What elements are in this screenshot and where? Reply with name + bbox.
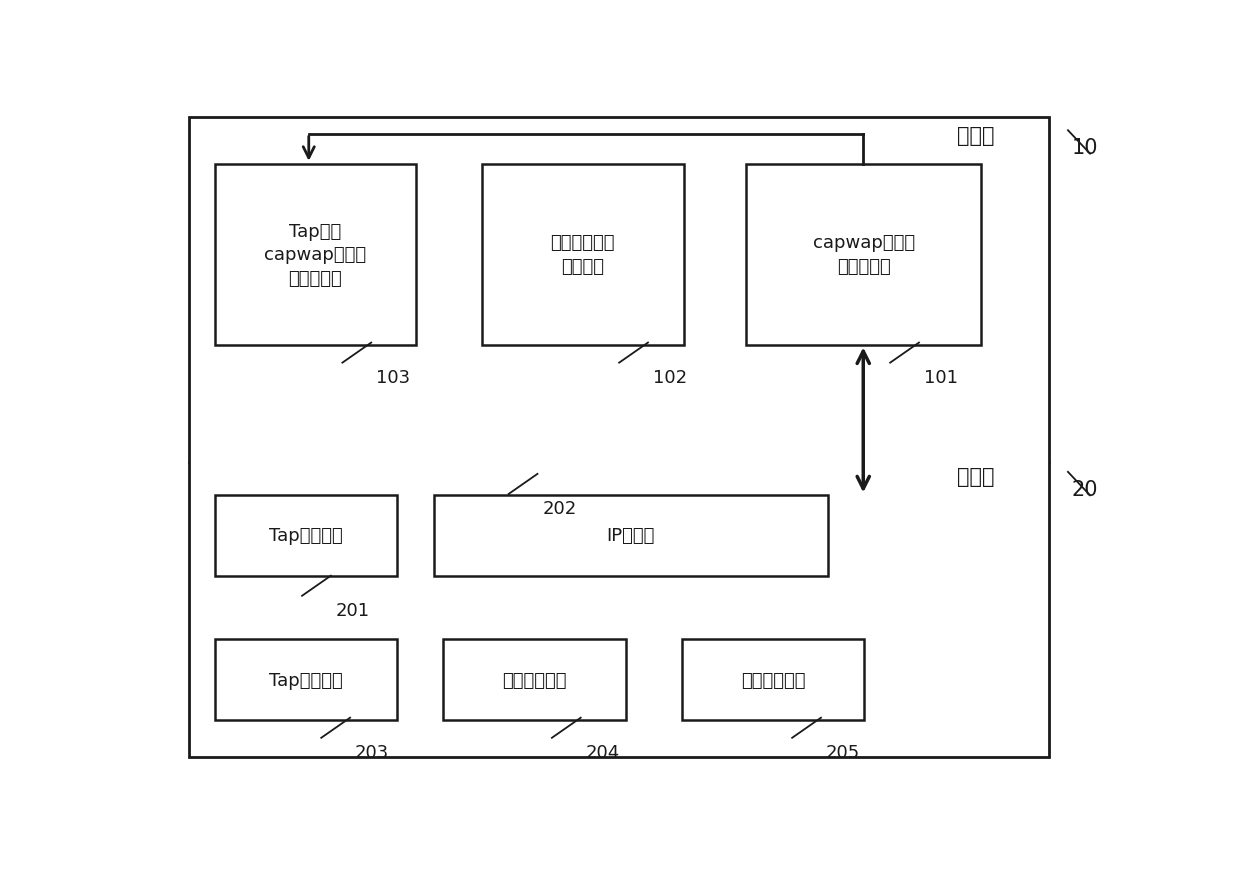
Text: 10: 10 [1073, 138, 1099, 158]
Text: 205: 205 [826, 743, 861, 761]
Text: 102: 102 [652, 368, 687, 387]
Text: 用户数据转发
处理模块: 用户数据转发 处理模块 [551, 234, 615, 275]
Text: 204: 204 [585, 743, 620, 761]
Bar [444, 640, 626, 720]
Text: 下行真实网卡: 下行真实网卡 [740, 671, 805, 689]
Bar [434, 495, 828, 576]
Bar [215, 164, 417, 345]
Text: capwap控制信
令处理模块: capwap控制信 令处理模块 [812, 234, 915, 275]
Text: 201: 201 [336, 601, 370, 620]
Text: IP协议栈: IP协议栈 [606, 527, 655, 545]
Text: 上行真实网卡: 上行真实网卡 [502, 671, 567, 689]
Text: 202: 202 [542, 500, 577, 518]
Text: 内核态: 内核态 [957, 467, 994, 487]
Text: 101: 101 [924, 368, 957, 387]
Bar [481, 164, 683, 345]
Text: Tap读写
capwap隙道数
据处理模块: Tap读写 capwap隙道数 据处理模块 [264, 222, 367, 288]
Text: 用户态: 用户态 [957, 126, 994, 146]
Bar [746, 164, 982, 345]
Bar [215, 495, 397, 576]
Bar [188, 117, 1049, 757]
Text: Tap字符设备: Tap字符设备 [269, 527, 342, 545]
Text: 203: 203 [355, 743, 389, 761]
Text: 103: 103 [376, 368, 410, 387]
Text: Tap虚拟网卡: Tap虚拟网卡 [269, 671, 342, 689]
Bar [215, 640, 397, 720]
Text: 20: 20 [1073, 479, 1099, 499]
Bar [682, 640, 864, 720]
